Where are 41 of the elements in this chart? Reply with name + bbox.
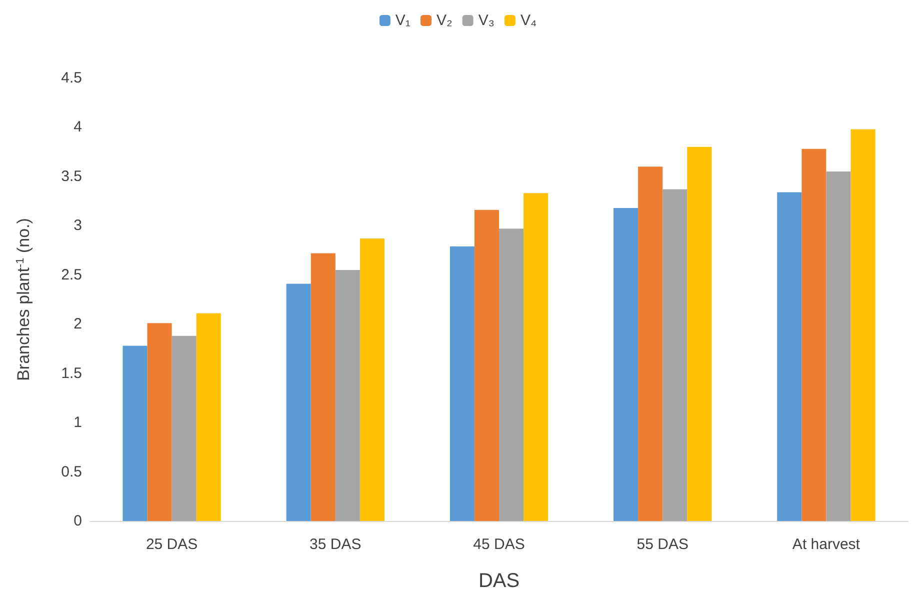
bar xyxy=(335,270,360,521)
legend-label: V₁ xyxy=(395,12,411,29)
bar xyxy=(662,189,688,521)
bar xyxy=(687,146,712,521)
y-tick-label: 4 xyxy=(74,118,82,136)
bar xyxy=(147,323,172,521)
x-axis-title: DAS xyxy=(478,570,520,592)
y-tick-label: 1.5 xyxy=(61,364,82,382)
x-tick-label: 55 DAS xyxy=(636,536,688,553)
x-tick-label: 25 DAS xyxy=(146,536,198,553)
legend-label: V₂ xyxy=(436,12,453,29)
legend-label: V₃ xyxy=(478,12,494,29)
x-tick-label: At harvest xyxy=(792,536,861,553)
bar xyxy=(777,192,802,521)
y-tick-label: 2.5 xyxy=(61,266,82,284)
y-tick-label: 4.5 xyxy=(61,70,82,86)
bar xyxy=(286,284,311,521)
y-tick-label: 3 xyxy=(74,217,82,234)
bar xyxy=(310,253,336,521)
y-tick-label: 1 xyxy=(74,414,82,432)
legend-label: V₄ xyxy=(520,12,537,29)
bar xyxy=(196,313,221,521)
bar xyxy=(122,346,148,521)
bar xyxy=(172,336,196,521)
y-tick-label: 0 xyxy=(74,512,82,530)
bar xyxy=(450,246,474,521)
bar xyxy=(499,228,524,521)
bar xyxy=(802,148,826,521)
y-tick-label: 0.5 xyxy=(61,463,82,480)
bar xyxy=(638,166,663,521)
y-axis-title: Branches plant-1 (no.) xyxy=(14,218,33,381)
x-tick-label: 35 DAS xyxy=(310,536,362,553)
bar xyxy=(524,193,548,521)
bar xyxy=(850,129,876,521)
x-tick-label: 45 DAS xyxy=(473,536,525,553)
y-tick-label: 3.5 xyxy=(61,168,82,185)
bar xyxy=(614,208,638,521)
y-tick-label: 2 xyxy=(74,316,82,333)
bar xyxy=(474,210,499,521)
bar xyxy=(826,172,851,521)
bar xyxy=(360,238,384,521)
